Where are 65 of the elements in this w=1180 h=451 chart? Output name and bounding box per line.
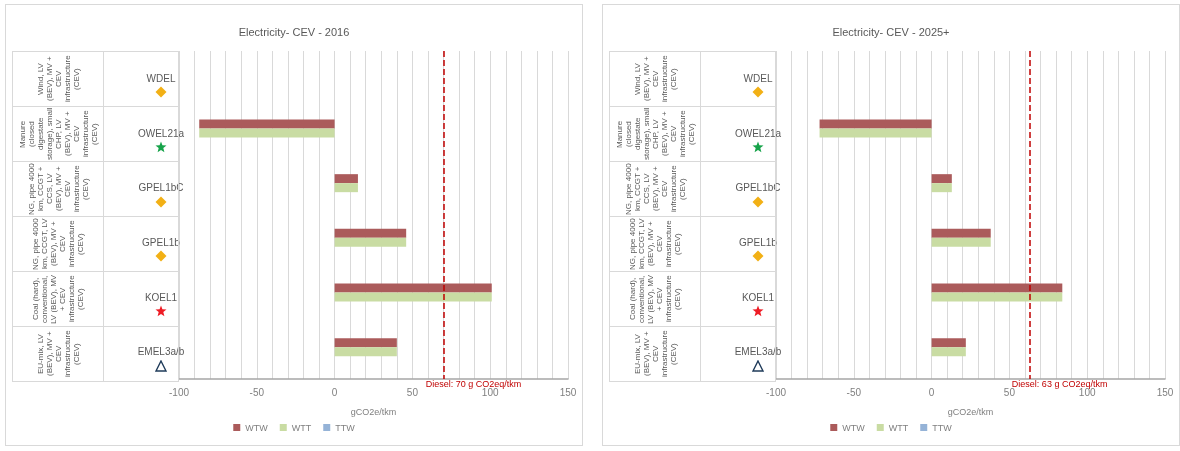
bar: [931, 347, 966, 357]
text: EU-mix, LV (BEV), MV + CEV infrastructure (CEV): [35, 329, 81, 380]
x-tick-label: 150: [1156, 386, 1174, 398]
x-tick-label: -100: [765, 386, 787, 398]
x-tick-label: 50: [406, 386, 419, 398]
legend-label: WTW: [245, 422, 269, 433]
x-tick-label: 100: [481, 386, 499, 398]
text: NG, pipe 4000 km, CCGT + CCS, LV (BEV), MV + CEV infrastructure (CEV): [26, 162, 90, 216]
bar: [334, 347, 397, 357]
text: EU-mix, LV (BEV), MV + CEV infrastructure (CEV): [632, 329, 678, 380]
x-axis-title: gCO2e/tkm: [350, 406, 397, 417]
x-tick-label: 50: [1003, 386, 1016, 398]
x-tick-label: 0: [331, 386, 338, 398]
bar: [931, 237, 991, 247]
legend-label: WTT: [888, 422, 909, 433]
legend-label: TTW: [932, 422, 953, 433]
bar: [931, 228, 991, 238]
chart-title: Electricity- CEV - 2025+: [832, 25, 950, 38]
y-tick-label: GPEL1bC: [735, 182, 781, 194]
text: NG, pipe 4000 km, CCGT, LV (BEV), MV + CEV infrastructure (CEV): [628, 217, 682, 271]
y-tick-label: EMEL3a/b: [137, 346, 185, 358]
x-tick-label: -100: [168, 386, 190, 398]
bar: [931, 292, 1063, 302]
text: Wind, LV (BEV), MV + CEV infrastructure (CEV): [632, 54, 678, 105]
bar: [334, 237, 407, 247]
text: Coal (hard), conventional, LV (BEV), MV + CEV infrastructure (CEV): [31, 273, 85, 326]
bar: [334, 292, 492, 302]
bar: [931, 338, 966, 348]
bar: [931, 174, 952, 184]
y-tick-label: WDEL: [743, 72, 773, 84]
text: NG, pipe 4000 km, CCGT + CCS, LV (BEV), MV + CEV infrastructure (CEV): [623, 162, 687, 216]
bar: [334, 283, 492, 293]
text: NG, pipe 4000 km, CCGT, LV (BEV), MV + CEV infrastructure (CEV): [31, 217, 85, 271]
text: Coal (hard), conventional, LV (BEV), MV + CEV infrastructure (CEV): [628, 273, 682, 326]
bar: [931, 183, 952, 193]
bar: [199, 128, 335, 138]
x-tick-label: 0: [928, 386, 935, 398]
y-tick-label: OWEL21a: [137, 127, 185, 139]
y-tick-label: KOEL1: [741, 291, 775, 303]
y-tick-label: WDEL: [146, 72, 176, 84]
x-axis-title: gCO2e/tkm: [947, 406, 994, 417]
ref-line-label: Diesel: 70 g CO2eq/tkm: [425, 378, 522, 389]
text: Wind, LV (BEV), MV + CEV infrastructure (CEV): [35, 54, 81, 105]
bar: [334, 228, 407, 238]
chart-title: Electricity- CEV - 2016: [238, 25, 350, 38]
text: Manure (closed digestate storage), small CHP, LV (BEV), MV + CEV infrastructure (CEV): [17, 107, 99, 161]
ref-line-label: Diesel: 63 g CO2eq/tkm: [1011, 378, 1108, 389]
legend-label: WTW: [842, 422, 866, 433]
y-tick-label: OWEL21a: [734, 127, 782, 139]
bar: [931, 283, 1063, 293]
bar: [819, 128, 932, 138]
y-tick-label: GPEL1bC: [138, 182, 184, 194]
legend-label: TTW: [335, 422, 356, 433]
bar: [334, 338, 397, 348]
bar: [819, 119, 932, 129]
y-tick-label: KOEL1: [144, 291, 178, 303]
text: Manure (closed digestate storage), small CHP, LV (BEV), MV + CEV infrastructure (CEV): [614, 107, 696, 161]
bar: [334, 183, 358, 193]
x-tick-label: -50: [249, 386, 265, 398]
bar: [199, 119, 335, 129]
y-tick-label: EMEL3a/b: [734, 346, 782, 358]
x-tick-label: -50: [846, 386, 862, 398]
x-tick-label: 150: [559, 386, 577, 398]
bar: [334, 174, 358, 184]
legend-label: WTT: [291, 422, 312, 433]
